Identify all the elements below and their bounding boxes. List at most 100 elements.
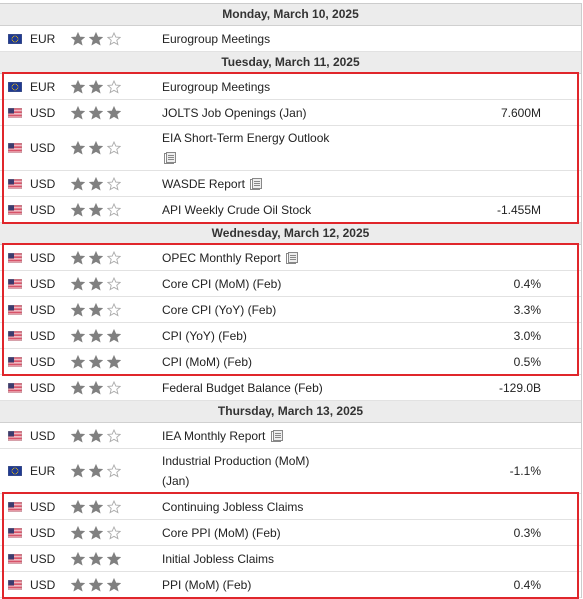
importance: [70, 250, 125, 265]
star: [106, 302, 122, 317]
event-row: USD Initial Jobless Claims: [0, 546, 581, 572]
actual-value: 7.600M: [500, 105, 541, 120]
importance: [70, 551, 125, 566]
star: [106, 31, 122, 46]
currency: USD: [30, 105, 56, 120]
currency: EUR: [30, 79, 56, 94]
event-name: EIA Short-Term Energy Outlook: [162, 131, 330, 145]
event-row: USD API Weekly Crude Oil Stock -1.455M: [0, 197, 581, 223]
star: [88, 31, 104, 46]
importance: [70, 354, 125, 369]
star: [88, 140, 104, 155]
event-row: USD WASDE Report: [0, 171, 581, 197]
currency: USD: [30, 428, 56, 443]
importance: [70, 276, 125, 291]
star: [70, 79, 86, 94]
report-icon: [286, 251, 299, 264]
star: [70, 276, 86, 291]
importance: [70, 428, 125, 443]
actual-value: 0.4%: [513, 276, 541, 291]
event-cell: Core CPI (MoM) (Feb): [162, 272, 337, 296]
importance: [70, 302, 125, 317]
star: [106, 250, 122, 265]
star: [88, 105, 104, 120]
event-cell: CPI (MoM) (Feb): [162, 350, 337, 374]
star: [70, 250, 86, 265]
star: [88, 302, 104, 317]
importance: [70, 105, 125, 120]
currency: USD: [30, 499, 56, 514]
star: [88, 276, 104, 291]
actual-value: 0.4%: [513, 577, 541, 592]
star: [70, 551, 86, 566]
importance: [70, 577, 125, 592]
event-cell: Core CPI (YoY) (Feb): [162, 298, 337, 322]
actual-value: 0.5%: [513, 354, 541, 369]
actual-value: -1.1%: [509, 464, 541, 478]
importance: [70, 499, 125, 514]
event-name: API Weekly Crude Oil Stock: [162, 202, 312, 217]
star: [70, 140, 86, 155]
flag: [8, 430, 22, 441]
star: [106, 380, 122, 395]
star: [88, 551, 104, 566]
flag: [8, 178, 22, 189]
star: [88, 428, 104, 443]
event-name: CPI (YoY) (Feb): [162, 328, 247, 343]
importance: [70, 79, 125, 94]
importance: [70, 328, 125, 343]
flag: [8, 579, 22, 590]
event-name: WASDE Report: [162, 176, 245, 191]
importance: [70, 525, 125, 540]
star: [70, 31, 86, 46]
flag: [8, 278, 22, 289]
currency: USD: [30, 141, 56, 155]
event-cell: CPI (YoY) (Feb): [162, 324, 337, 348]
event-cell: Initial Jobless Claims: [162, 547, 337, 571]
event-row: USD Continuing Jobless Claims: [0, 494, 581, 520]
star: [70, 428, 86, 443]
star: [88, 328, 104, 343]
event-name: Initial Jobless Claims: [162, 551, 275, 566]
currency: EUR: [30, 464, 56, 478]
report-icon: [164, 152, 176, 164]
event-cell: IEA Monthly Report: [162, 424, 337, 448]
flag: [8, 304, 22, 315]
currency: USD: [30, 328, 56, 343]
event-row: USD OPEC Monthly Report: [0, 245, 581, 271]
currency: USD: [30, 577, 56, 592]
star: [88, 463, 104, 478]
calendar: Monday, March 10, 2025 EUR Eurogroup Meeti…: [0, 3, 582, 599]
event-cell: Industrial Production (MoM) (Jan): [162, 449, 337, 493]
event-row: USD CPI (YoY) (Feb) 3.0%: [0, 323, 581, 349]
event-name: Core CPI (YoY) (Feb): [162, 302, 277, 317]
event-cell: Federal Budget Balance (Feb): [162, 376, 337, 400]
star: [88, 79, 104, 94]
star: [88, 577, 104, 592]
star: [70, 354, 86, 369]
day-header: Wednesday, March 12, 2025: [0, 223, 581, 245]
actual-value: 0.3%: [513, 525, 541, 540]
actual-value: 3.0%: [513, 328, 541, 343]
event-cell: WASDE Report: [162, 172, 337, 196]
flag: [8, 204, 22, 215]
flag: [8, 382, 22, 393]
report-icon: [250, 177, 263, 190]
event-cell: Eurogroup Meetings: [162, 27, 337, 51]
flag: [8, 527, 22, 538]
event-cell: EIA Short-Term Energy Outlook: [162, 126, 337, 170]
event-name: OPEC Monthly Report: [162, 250, 281, 265]
star: [70, 202, 86, 217]
flag: [8, 143, 22, 153]
event-row: USD Core CPI (MoM) (Feb) 0.4%: [0, 271, 581, 297]
star: [70, 380, 86, 395]
star: [106, 577, 122, 592]
event-name: Industrial Production (MoM) (Jan): [162, 454, 310, 488]
event-row: USD PPI (MoM) (Feb) 0.4%: [0, 572, 581, 598]
currency: USD: [30, 276, 56, 291]
star: [106, 428, 122, 443]
event-row: EUR Eurogroup Meetings: [0, 74, 581, 100]
event-cell: PPI (MoM) (Feb): [162, 573, 337, 597]
star: [88, 354, 104, 369]
